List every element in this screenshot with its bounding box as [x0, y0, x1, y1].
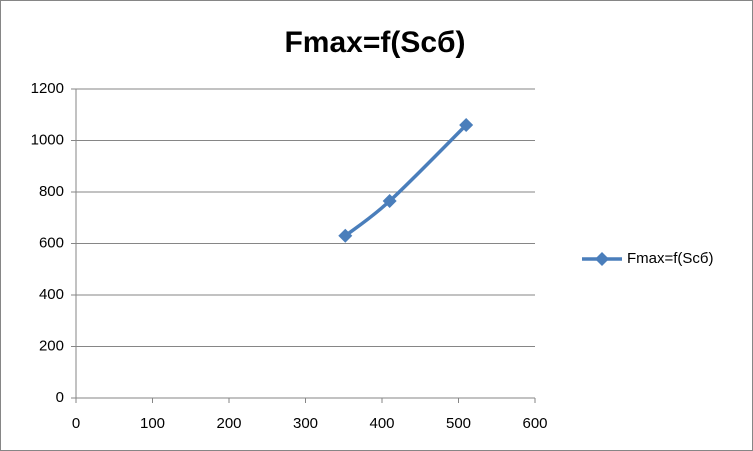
x-tick-label: 100 [140, 415, 165, 432]
y-tick-label: 600 [39, 234, 64, 251]
chart-title: Fmax=f(Scб) [284, 26, 465, 59]
y-tick-label: 1200 [31, 80, 64, 97]
data-point [459, 118, 474, 133]
y-tick-label: 200 [39, 337, 64, 354]
x-tick-label: 400 [369, 415, 394, 432]
legend-label: Fmax=f(Scб) [627, 250, 714, 267]
x-tick-label: 300 [293, 415, 318, 432]
y-tick-label: 400 [39, 286, 64, 303]
y-tick-label: 0 [56, 389, 64, 406]
x-tick-label: 600 [522, 415, 547, 432]
x-tick-label: 200 [216, 415, 241, 432]
x-tick-label: 500 [446, 415, 471, 432]
y-tick-label: 800 [39, 183, 64, 200]
data-point [338, 228, 353, 243]
x-tick-label: 0 [72, 415, 80, 432]
legend-marker [595, 252, 609, 266]
y-tick-label: 1000 [31, 131, 64, 148]
data-point [382, 194, 397, 209]
